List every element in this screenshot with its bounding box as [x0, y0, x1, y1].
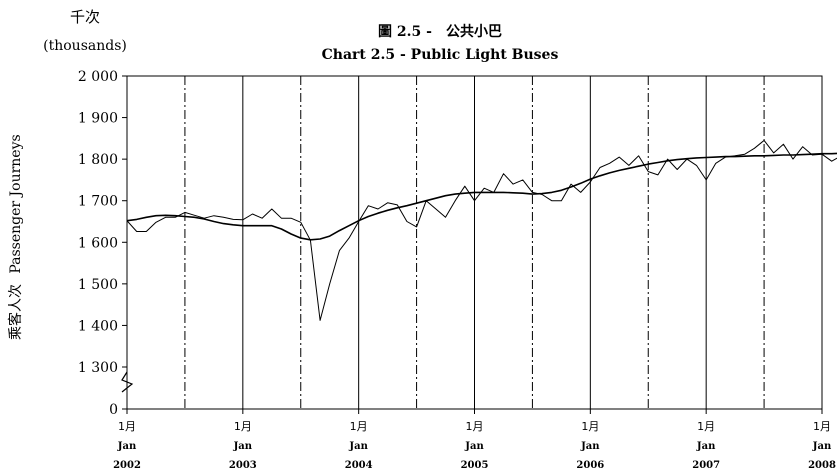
y-tick-label: 1 500 — [78, 277, 118, 293]
x-tick-month: Jan — [233, 441, 253, 452]
x-tick-month: Jan — [580, 441, 600, 452]
x-tick-year: 2008 — [808, 460, 836, 471]
x-tick-month-zh: 1月 — [234, 420, 252, 433]
y-tick-label: 2 000 — [78, 69, 118, 85]
grid-layer — [184, 76, 765, 409]
axis-break-symbol — [121, 371, 134, 393]
series-layer — [126, 139, 837, 321]
y-tick-label: 1 700 — [78, 194, 118, 210]
x-tick-month: Jan — [117, 441, 137, 452]
y-axis-title-zh: 乘客人次 — [7, 284, 24, 340]
x-tick-year: 2005 — [461, 460, 489, 471]
x-tick-year: 2006 — [576, 460, 604, 471]
y-tick-label: 1 300 — [78, 360, 118, 376]
y-tick-label: 1 800 — [78, 152, 118, 168]
x-tick-month: Jan — [812, 441, 832, 452]
x-tick-month: Jan — [348, 441, 368, 452]
x-tick-month-zh: 1月 — [813, 420, 831, 433]
y-tick-label: 1 600 — [78, 235, 118, 251]
chart-title: Chart 2.5 - Public Light Buses — [322, 47, 559, 63]
unit-label-zh: 千次 — [70, 8, 100, 26]
x-tick-month: Jan — [696, 441, 716, 452]
x-tick-month-zh: 1月 — [581, 420, 599, 433]
x-tick-year: 2007 — [692, 460, 720, 471]
y-ticks: 0 1 300 1 400 1 500 1 600 1 700 1 800 1 900 2 00… — [78, 69, 127, 418]
series-line-trend — [126, 152, 837, 241]
chart-title-zh: 圖 2.5 - 公共小巴 — [378, 23, 502, 40]
unit-label: (thousands) — [43, 38, 127, 54]
x-tick-month-zh: 1月 — [118, 420, 136, 433]
x-tick-year: 2002 — [113, 460, 141, 471]
x-ticks: 1月 Jan 2002 1月 Jan 2003 1月 Jan 2004 1月 Jan 2005 1月 Ja… — [113, 409, 836, 471]
series-line-monthly — [126, 139, 837, 321]
x-tick-month: Jan — [464, 441, 484, 452]
y-tick-label: 0 — [109, 402, 118, 418]
x-tick-month-zh: 1月 — [697, 420, 715, 433]
y-axis-title: Passenger Journeys — [8, 134, 24, 273]
y-tick-label: 1 900 — [78, 111, 118, 127]
x-tick-year: 2003 — [229, 460, 257, 471]
x-tick-year: 2004 — [345, 460, 373, 471]
y-tick-label: 1 400 — [78, 318, 118, 334]
x-tick-month-zh: 1月 — [466, 420, 484, 433]
x-tick-month-zh: 1月 — [350, 420, 368, 433]
